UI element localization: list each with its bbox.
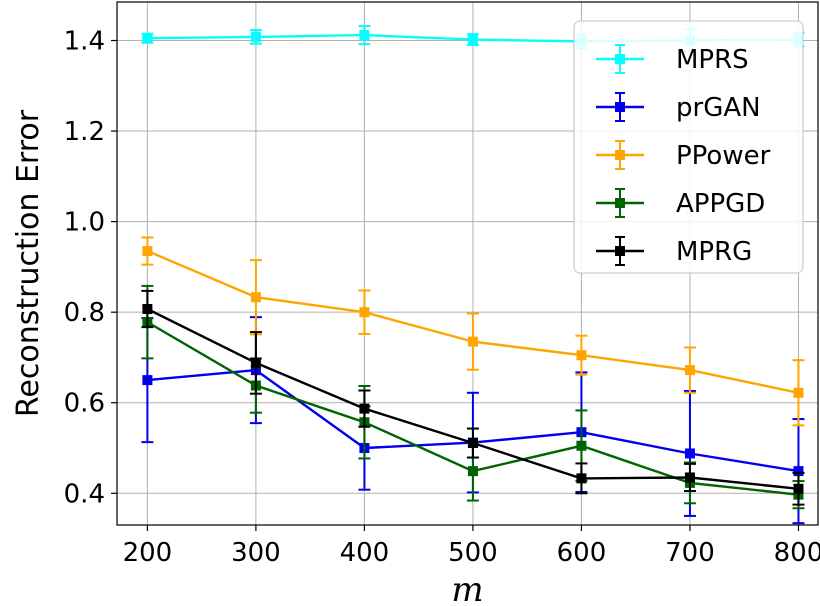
y-axis-ticks: 0.4 0.6 0.8 1.0 1.2 1.4 (64, 26, 117, 509)
legend-swatch-marker (615, 54, 625, 64)
data-point (576, 350, 587, 361)
x-axis-label: m (451, 570, 483, 606)
legend-swatch-marker (615, 102, 625, 112)
data-point (793, 466, 804, 477)
legend-swatch-marker (615, 198, 625, 208)
legend-swatch-marker (615, 246, 625, 256)
data-point (250, 292, 261, 303)
x-tick-label: 600 (557, 538, 607, 568)
data-point (359, 30, 370, 41)
data-point (576, 440, 587, 451)
data-point (467, 466, 478, 477)
legend-box (573, 20, 804, 274)
x-tick-label: 300 (231, 538, 281, 568)
data-point (793, 387, 804, 398)
data-point (359, 403, 370, 414)
data-point (684, 448, 695, 459)
x-tick-label: 200 (123, 538, 173, 568)
legend-label: prGAN (676, 93, 761, 123)
x-tick-label: 400 (340, 538, 390, 568)
y-tick-label: 0.8 (64, 298, 105, 328)
y-tick-label: 1.0 (64, 208, 105, 238)
legend-swatch-marker (615, 150, 625, 160)
data-point (250, 357, 261, 368)
data-point (467, 34, 478, 45)
y-axis-label: Reconstruction Error (11, 109, 46, 417)
series-ppower (141, 236, 805, 427)
legend-label: MPRG (676, 237, 752, 267)
data-point (793, 483, 804, 494)
data-point (467, 336, 478, 347)
data-point (576, 473, 587, 484)
y-tick-label: 1.2 (64, 117, 105, 147)
legend-label: APPGD (676, 189, 765, 219)
data-point (142, 246, 153, 257)
x-axis-ticks: 200 300 400 500 600 700 800 (123, 525, 820, 568)
legend: MPRS prGAN PPower APPGD MPRG (573, 20, 804, 274)
series-layer (141, 24, 805, 525)
data-point (142, 33, 153, 44)
data-point (142, 375, 153, 386)
y-tick-label: 0.6 (64, 389, 105, 419)
data-point (684, 472, 695, 483)
plot-frame (116, 1, 819, 526)
data-point (467, 438, 478, 449)
x-tick-label: 500 (448, 538, 498, 568)
legend-label: MPRS (676, 45, 749, 75)
legend-label: PPower (676, 141, 771, 171)
data-point (684, 365, 695, 376)
data-point (250, 31, 261, 42)
y-tick-label: 1.4 (64, 26, 105, 56)
data-point (359, 307, 370, 318)
x-tick-label: 700 (665, 538, 715, 568)
data-point (142, 304, 153, 315)
y-tick-label: 0.4 (64, 479, 105, 509)
series-mprg (141, 289, 805, 506)
x-tick-label: 800 (774, 538, 820, 568)
